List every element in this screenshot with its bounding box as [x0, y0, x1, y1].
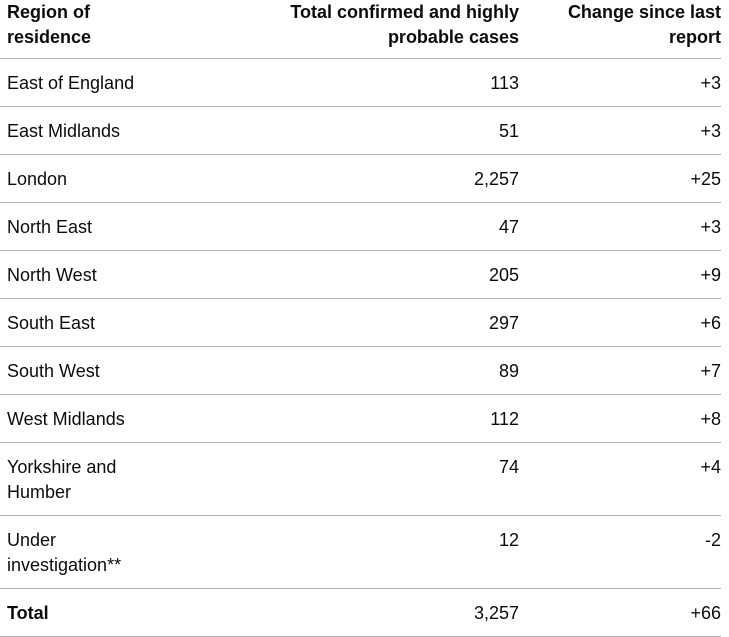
table-total-row: Total 3,257 +66 [0, 588, 721, 637]
region-cell: South West [0, 346, 198, 395]
region-cell: East of England [0, 58, 198, 107]
header-region: Region of residence [0, 0, 198, 59]
table-row: East Midlands 51 +3 [0, 106, 721, 155]
region-cell: West Midlands [0, 394, 198, 443]
total-label-cell: Total [0, 588, 198, 637]
total-cell: 47 [198, 202, 519, 251]
table-row: East of England 113 +3 [0, 58, 721, 107]
change-cell: +3 [519, 58, 721, 107]
table-row: North East 47 +3 [0, 202, 721, 251]
header-change: Change since last report [519, 0, 721, 59]
total-cell: 74 [198, 442, 519, 516]
total-cell: 113 [198, 58, 519, 107]
region-cell: South East [0, 298, 198, 347]
table-row: Under investigation** 12 -2 [0, 515, 721, 589]
region-cell: Under investigation** [0, 515, 198, 589]
total-cell: 297 [198, 298, 519, 347]
total-cell: 51 [198, 106, 519, 155]
table-row: West Midlands 112 +8 [0, 394, 721, 443]
change-cell: +8 [519, 394, 721, 443]
total-cell: 2,257 [198, 154, 519, 203]
total-change-cell: +66 [519, 588, 721, 637]
region-cell: North East [0, 202, 198, 251]
table-row: Yorkshire and Humber 74 +4 [0, 442, 721, 516]
change-cell: +9 [519, 250, 721, 299]
total-cell: 205 [198, 250, 519, 299]
table-row: London 2,257 +25 [0, 154, 721, 203]
change-cell: -2 [519, 515, 721, 589]
region-cell: London [0, 154, 198, 203]
total-cell: 89 [198, 346, 519, 395]
table-header-row: Region of residence Total confirmed and … [0, 0, 721, 59]
region-cell: East Midlands [0, 106, 198, 155]
change-cell: +3 [519, 202, 721, 251]
total-cases-cell: 3,257 [198, 588, 519, 637]
table-row: South East 297 +6 [0, 298, 721, 347]
change-cell: +6 [519, 298, 721, 347]
total-cell: 12 [198, 515, 519, 589]
region-cell: Yorkshire and Humber [0, 442, 198, 516]
change-cell: +3 [519, 106, 721, 155]
table-row: South West 89 +7 [0, 346, 721, 395]
total-cell: 112 [198, 394, 519, 443]
change-cell: +7 [519, 346, 721, 395]
table-row: North West 205 +9 [0, 250, 721, 299]
change-cell: +25 [519, 154, 721, 203]
region-cell: North West [0, 250, 198, 299]
header-total-cases: Total confirmed and highly probable case… [198, 0, 519, 59]
change-cell: +4 [519, 442, 721, 516]
